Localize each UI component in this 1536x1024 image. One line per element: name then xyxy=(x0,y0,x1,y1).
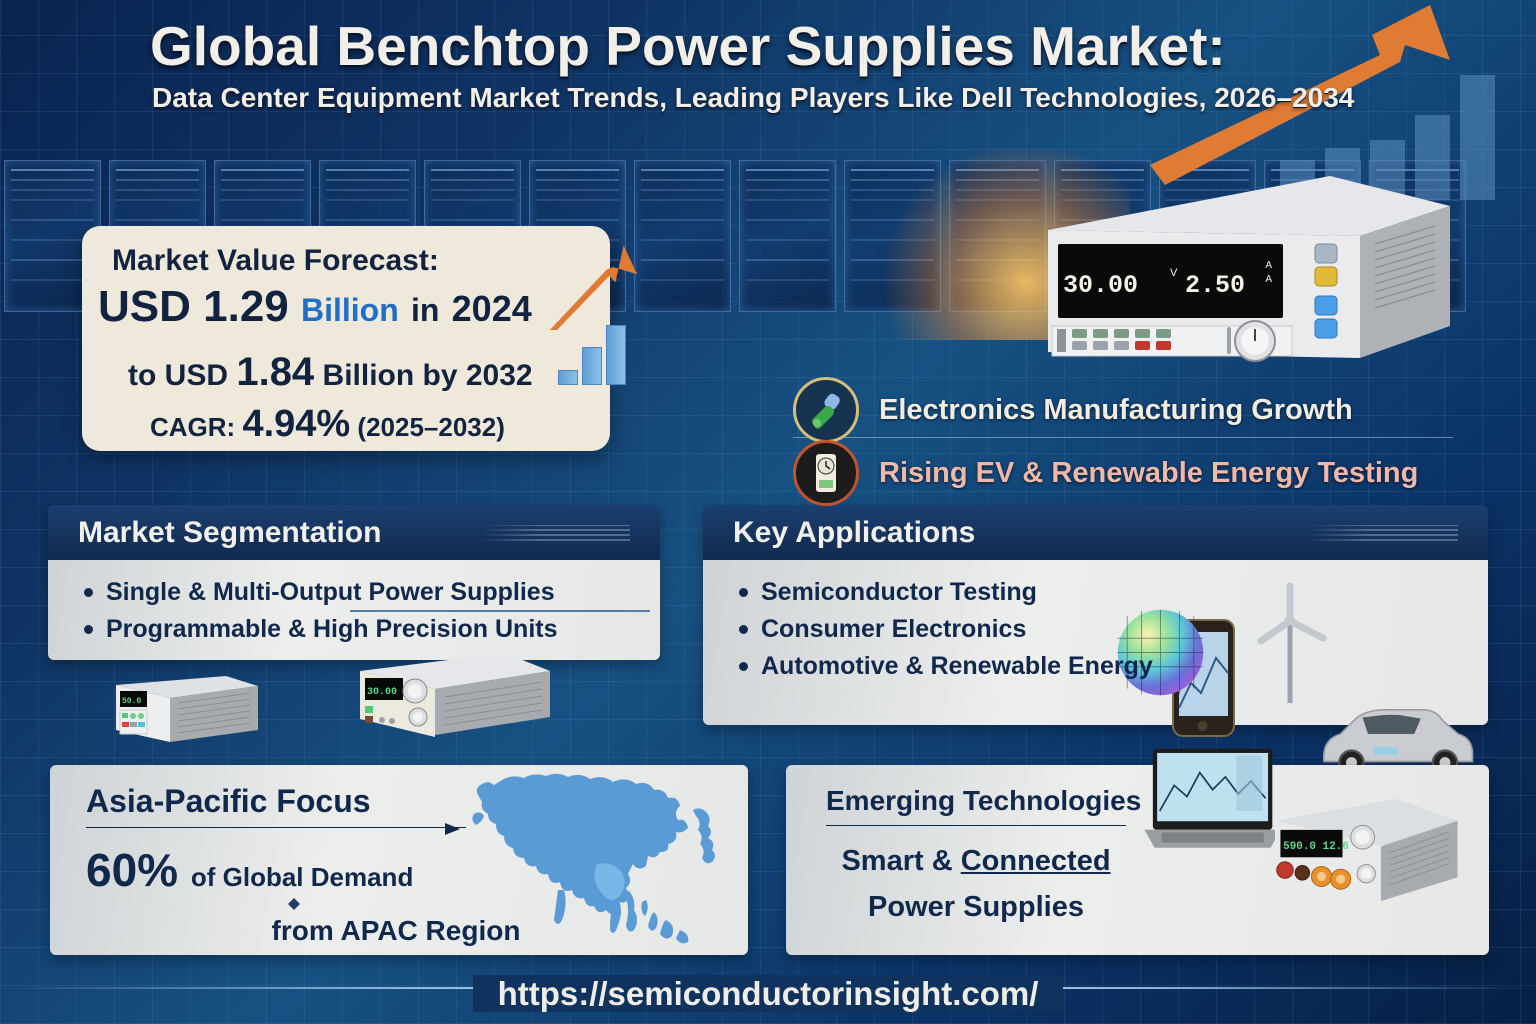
svg-text:50.0: 50.0 xyxy=(122,697,141,706)
svg-text:V: V xyxy=(1170,267,1178,279)
svg-text:2.50: 2.50 xyxy=(1185,271,1245,300)
svg-text:A: A xyxy=(1265,260,1272,271)
svg-text:30.00: 30.00 xyxy=(367,687,397,698)
svg-text:A: A xyxy=(1265,274,1272,285)
svg-text:30.00: 30.00 xyxy=(1063,271,1138,300)
svg-text:590.0 12.6: 590.0 12.6 xyxy=(1283,841,1349,853)
